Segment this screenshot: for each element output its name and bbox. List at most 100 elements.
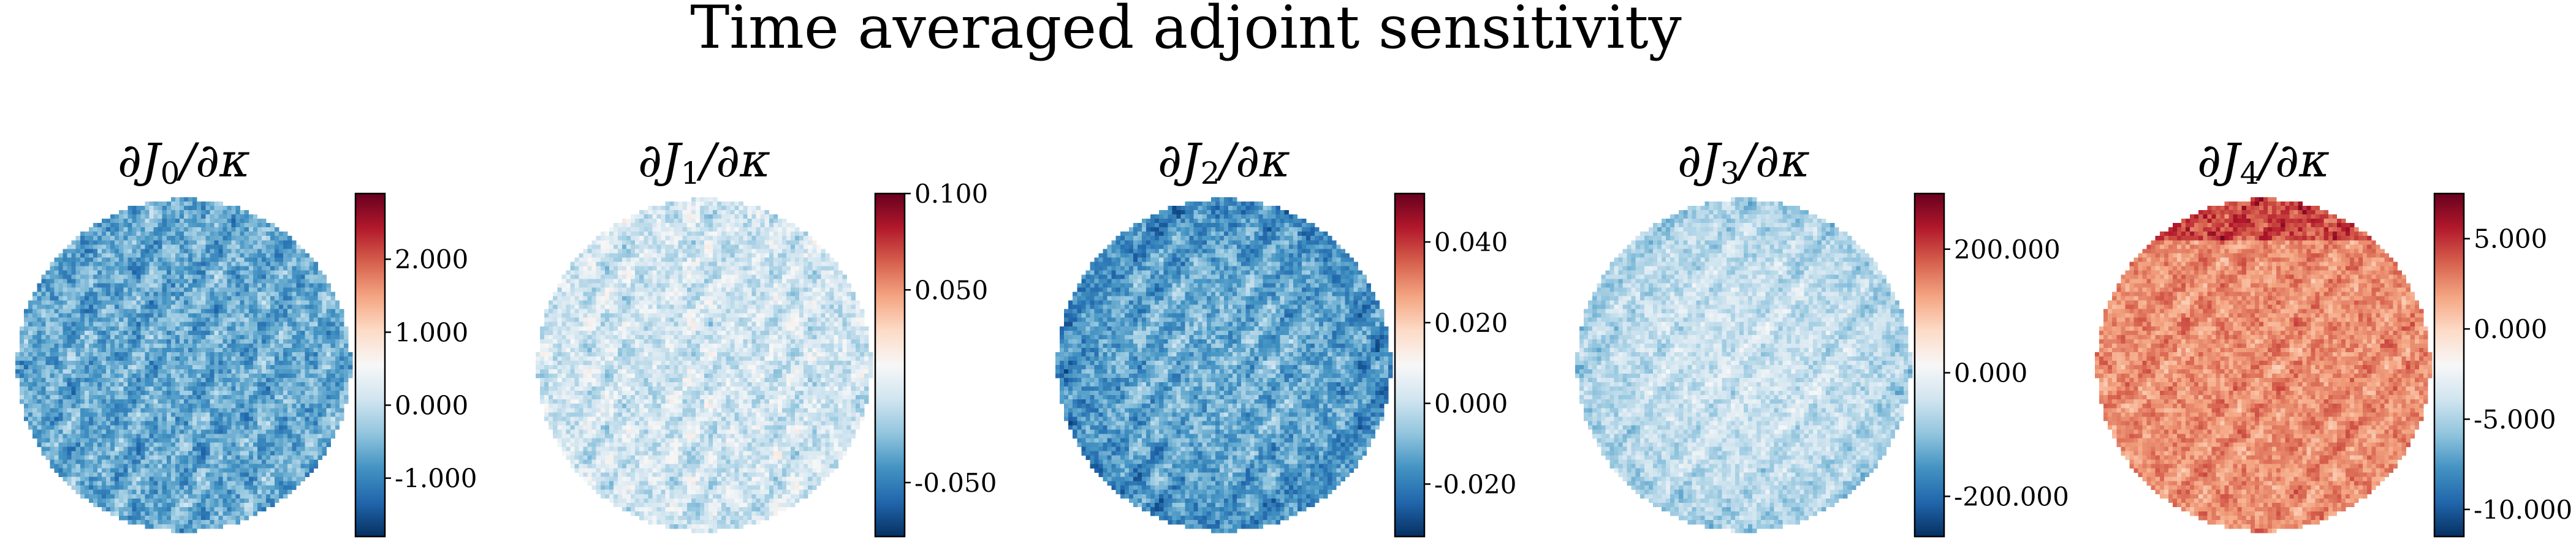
heatmap-cell (275, 257, 279, 262)
heatmap-cell (37, 365, 42, 370)
heatmap-cell (84, 360, 89, 366)
heatmap-cell (110, 399, 115, 404)
heatmap-cell (110, 330, 115, 336)
heatmap-cell (313, 296, 318, 301)
heatmap-cell (292, 300, 297, 305)
heatmap-cell (726, 206, 731, 211)
heatmap-cell (210, 408, 215, 413)
heatmap-cell (80, 485, 85, 491)
heatmap-cell (170, 382, 176, 387)
heatmap-cell (330, 300, 336, 305)
heatmap-cell (179, 481, 184, 486)
heatmap-cell (222, 283, 227, 288)
heatmap-cell (170, 365, 176, 370)
heatmap-cell (261, 382, 267, 387)
heatmap-cell (132, 421, 137, 426)
heatmap-cell (305, 464, 310, 469)
heatmap-cell (244, 459, 249, 464)
heatmap-cell (149, 360, 154, 366)
heatmap-cell (127, 283, 132, 288)
heatmap-cell (261, 481, 267, 486)
heatmap-cell (669, 210, 674, 215)
heatmap-cell (201, 287, 206, 292)
heatmap-cell (253, 404, 258, 409)
heatmap-cell (257, 317, 262, 323)
heatmap-cell (287, 472, 292, 478)
heatmap-cell (93, 386, 98, 391)
heatmap-cell (145, 468, 150, 473)
heatmap-cell (734, 206, 739, 211)
heatmap-cell (205, 511, 210, 516)
heatmap-cell (231, 459, 236, 464)
heatmap-cell (287, 236, 292, 241)
heatmap-cell (123, 429, 128, 434)
heatmap-cell (339, 374, 344, 379)
heatmap-cell (253, 485, 258, 491)
heatmap-cell (179, 274, 184, 279)
heatmap-cell (339, 317, 344, 323)
heatmap-cell (261, 304, 267, 310)
heatmap-cell (292, 382, 297, 387)
heatmap-cell (102, 502, 107, 508)
heatmap-cell (80, 395, 85, 400)
heatmap-cell (313, 292, 318, 296)
heatmap-cell (149, 412, 154, 417)
heatmap-cell (326, 374, 332, 379)
heatmap-cell (300, 317, 305, 323)
heatmap-cell (296, 352, 301, 357)
heatmap-cell (192, 326, 197, 331)
heatmap-cell (214, 219, 219, 224)
heatmap-cell (188, 266, 193, 271)
heatmap-cell (192, 459, 197, 464)
heatmap-cell (54, 455, 59, 460)
heatmap-cell (265, 322, 271, 327)
heatmap-cell (140, 365, 145, 370)
heatmap-cell (231, 494, 236, 499)
heatmap-cell (248, 446, 254, 451)
heatmap-cell (80, 279, 85, 284)
heatmap-cell (656, 214, 661, 219)
heatmap-cell (218, 309, 223, 314)
heatmap-cell (37, 374, 42, 379)
heatmap-cell (235, 378, 241, 383)
heatmap-cell (747, 214, 752, 219)
heatmap-cell (292, 481, 297, 486)
heatmap-cell (240, 322, 245, 327)
heatmap-cell (132, 442, 137, 447)
heatmap-cell (275, 374, 279, 379)
heatmap-cell (240, 249, 245, 254)
heatmap-cell (244, 326, 249, 331)
heatmap-cell (201, 356, 206, 361)
heatmap-cell (197, 455, 202, 460)
heatmap-cell (75, 343, 81, 348)
heatmap-cell (283, 412, 288, 417)
heatmap-cell (93, 236, 98, 241)
heatmap-cell (231, 236, 236, 241)
heatmap-cell (210, 257, 215, 262)
heatmap-cell (71, 313, 77, 318)
heatmap-cell (756, 210, 761, 215)
heatmap-cell (300, 262, 305, 266)
heatmap-cell (75, 446, 81, 451)
heatmap-cell (110, 356, 115, 361)
heatmap-cell (166, 292, 172, 296)
heatmap-cell (110, 227, 115, 232)
heatmap-cell (37, 369, 42, 374)
heatmap-cell (127, 249, 132, 254)
heatmap-cell (127, 330, 132, 336)
heatmap-cell (197, 279, 202, 284)
heatmap-cell (63, 330, 67, 336)
heatmap-cell (292, 356, 297, 361)
heatmap-cell (227, 206, 232, 211)
heatmap-cell (197, 287, 202, 292)
heatmap-cell (71, 292, 77, 296)
heatmap-cell (231, 378, 236, 383)
heatmap-cell (166, 244, 172, 249)
heatmap-cell (110, 292, 115, 296)
heatmap-cell (648, 219, 653, 224)
heatmap-cell (244, 408, 249, 413)
heatmap-cell (184, 399, 189, 404)
heatmap-cell (175, 455, 180, 460)
heatmap-cell (257, 283, 262, 288)
heatmap-cell (97, 253, 102, 258)
